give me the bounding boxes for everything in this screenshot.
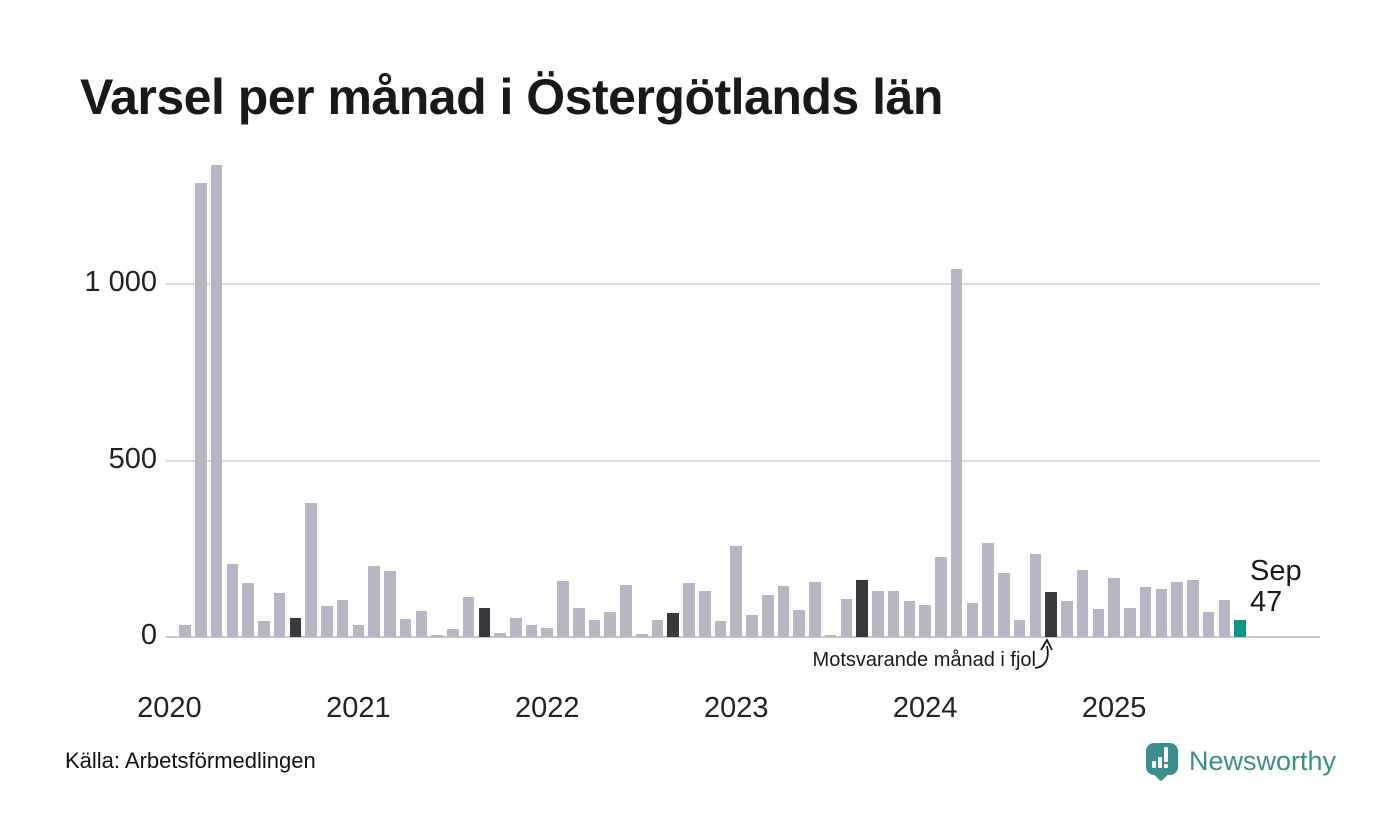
- x-axis-label-2020: 2020: [137, 692, 202, 724]
- bar-2023-06: [809, 582, 821, 638]
- bar-2023-08: [840, 599, 853, 638]
- bar-2021-03: [384, 571, 396, 638]
- bar-2024-08: [1029, 554, 1042, 638]
- bar-2020-08: [273, 593, 286, 638]
- x-axis-label-2023: 2023: [703, 692, 769, 724]
- bar-2024-05: [982, 543, 994, 638]
- current-point-label: Sep 47: [1250, 556, 1302, 618]
- annotation-label: Motsvarande månad i fjol: [812, 649, 1036, 671]
- x-axis-label-2022: 2022: [515, 692, 580, 724]
- bar-2024-04: [966, 603, 979, 638]
- bar-2023-02: [746, 615, 758, 638]
- bar-2020-06: [242, 583, 254, 638]
- bar-2025-02: [1124, 608, 1136, 638]
- bar-2022-05: [604, 612, 617, 638]
- bar-2023-03: [761, 595, 774, 638]
- bar-2025-04: [1155, 589, 1168, 638]
- bar-2024-03: [950, 269, 963, 638]
- annotation-arrow-icon: [1034, 638, 1053, 669]
- bar-2023-10: [872, 591, 884, 638]
- bar-2025-05: [1171, 582, 1183, 638]
- bar-2021-12: [525, 625, 538, 638]
- newsworthy-logo: Newsworthy: [1146, 743, 1336, 787]
- bar-2024-06: [998, 573, 1010, 638]
- x-axis-label-2021: 2021: [326, 692, 391, 724]
- x-axis-label-2024: 2024: [892, 692, 958, 724]
- bar-2025-03: [1139, 587, 1152, 638]
- bar-2021-02: [368, 566, 380, 638]
- bar-2024-02: [935, 557, 947, 638]
- bar-2020-03: [195, 183, 207, 638]
- bar-2022-06: [620, 585, 632, 638]
- bar-2020-12: [336, 600, 349, 638]
- bar-2024-01: [919, 605, 931, 638]
- bar-2022-01: [541, 628, 554, 638]
- bar-2023-07: [824, 635, 837, 638]
- bar-2023-11: [887, 591, 900, 638]
- bar-2022-07: [635, 634, 648, 638]
- bar-2021-09: [478, 608, 491, 638]
- x-axis-label-2025: 2025: [1081, 692, 1147, 724]
- current-point-value: 47: [1250, 586, 1283, 618]
- bar-2021-08: [462, 597, 475, 638]
- bar-2021-04: [399, 619, 412, 638]
- bar-2021-05: [415, 611, 428, 638]
- bar-chart-glyph: [1152, 747, 1168, 768]
- bar-2025-01: [1108, 578, 1120, 638]
- newsworthy-pin-icon: [1146, 743, 1178, 782]
- bar-2024-11: [1076, 570, 1089, 638]
- chart-title: Varsel per månad i Östergötlands län: [80, 69, 943, 125]
- bar-2024-12: [1092, 609, 1105, 638]
- bar-2023-12: [903, 601, 916, 638]
- bar-2025-08: [1218, 600, 1231, 638]
- bar-2021-06: [431, 635, 443, 638]
- bar-2023-01: [730, 546, 742, 638]
- bar-2025-06: [1187, 580, 1199, 638]
- bar-2020-09: [289, 618, 302, 638]
- exclamation-dot: [1164, 764, 1168, 768]
- newsworthy-logo-text: Newsworthy: [1189, 746, 1337, 776]
- y-axis-tick-1000: 1 000: [84, 265, 157, 298]
- bar-2022-02: [557, 581, 569, 638]
- y-axis-tick-0: 0: [140, 619, 157, 652]
- bar-2021-11: [509, 618, 522, 638]
- bar-2022-04: [588, 620, 601, 638]
- bar-2024-09: [1045, 592, 1057, 638]
- bar-2021-07: [447, 629, 459, 638]
- bar-2025-07: [1202, 612, 1215, 638]
- bar-2022-10: [683, 583, 695, 638]
- bar-2020-10: [305, 503, 317, 638]
- bar-2024-07: [1013, 620, 1026, 638]
- current-point-month: Sep: [1250, 555, 1302, 587]
- bar-2022-08: [651, 620, 664, 638]
- bar-2020-02: [179, 625, 191, 638]
- bar-2024-10: [1061, 601, 1073, 638]
- bar-2022-03: [572, 608, 585, 638]
- bar-2023-04: [777, 586, 790, 638]
- bar-2025-09: [1234, 620, 1246, 638]
- bar-2023-09: [856, 580, 868, 638]
- gridline-500: [166, 459, 1320, 462]
- bar-2022-11: [698, 591, 711, 638]
- gridline-1000: [166, 282, 1320, 285]
- bar-2022-12: [714, 621, 727, 638]
- bar-2020-07: [258, 621, 270, 638]
- bar-2021-01: [352, 625, 365, 638]
- gridline-0: [166, 636, 1320, 639]
- bar-2021-10: [494, 633, 506, 638]
- bar-2022-09: [667, 613, 680, 638]
- bar-2020-04: [210, 165, 223, 638]
- source-label: Källa: Arbetsförmedlingen: [65, 748, 316, 773]
- bar-2020-11: [321, 606, 333, 638]
- bar-2023-05: [793, 610, 805, 638]
- bar-2020-05: [226, 564, 239, 638]
- y-axis-tick-500: 500: [108, 442, 157, 475]
